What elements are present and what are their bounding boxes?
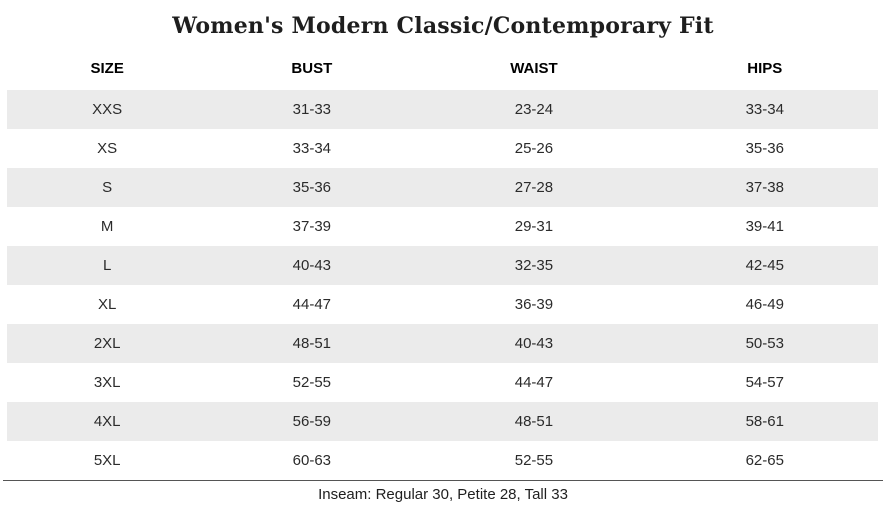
bust-cell: 48-51 (292, 335, 332, 352)
hips-cell: 50-53 (745, 335, 784, 352)
waist-cell: 40-43 (514, 335, 554, 352)
bust-cell: 56-59 (292, 413, 332, 430)
size-cell: L (102, 257, 112, 274)
column-header-waist: WAIST (510, 60, 558, 77)
table-row: 4XL 56-59 48-51 58-61 (7, 402, 878, 441)
hips-cell: 35-36 (745, 140, 784, 157)
size-cell: M (100, 218, 114, 235)
waist-cell: 36-39 (514, 296, 554, 313)
hips-cell: 37-38 (745, 179, 784, 196)
table-row: L 40-43 32-35 42-45 (7, 246, 878, 285)
size-cell: 3XL (93, 374, 121, 391)
table-row: XS 33-34 25-26 35-36 (7, 129, 878, 168)
bust-cell: 60-63 (292, 452, 332, 469)
waist-cell: 32-35 (514, 257, 554, 274)
table-body: XXS 31-33 23-24 33-34 XS 33-34 25-26 35-… (7, 90, 878, 480)
bust-cell: 44-47 (292, 296, 332, 313)
hips-cell: 62-65 (745, 452, 784, 469)
size-cell: 5XL (93, 452, 121, 469)
table-row: 2XL 48-51 40-43 50-53 (7, 324, 878, 363)
table-row: S 35-36 27-28 37-38 (7, 168, 878, 207)
size-cell: S (102, 179, 113, 196)
waist-cell: 44-47 (514, 374, 554, 391)
hips-cell: 33-34 (745, 101, 784, 118)
size-cell: 2XL (93, 335, 121, 352)
bust-cell: 31-33 (292, 101, 332, 118)
waist-cell: 48-51 (514, 413, 554, 430)
table-row: XXS 31-33 23-24 33-34 (7, 90, 878, 129)
header-row: SIZE BUST WAIST HIPS (7, 58, 878, 90)
size-cell: XL (97, 296, 117, 313)
hips-cell: 54-57 (745, 374, 784, 391)
size-cell: XXS (92, 101, 123, 118)
table-header: SIZE BUST WAIST HIPS (7, 58, 878, 90)
size-cell: 4XL (93, 413, 121, 430)
hips-cell: 46-49 (745, 296, 784, 313)
table-row: 3XL 52-55 44-47 54-57 (7, 363, 878, 402)
table-row: M 37-39 29-31 39-41 (7, 207, 878, 246)
waist-cell: 27-28 (514, 179, 554, 196)
hips-cell: 39-41 (745, 218, 784, 235)
table-row: 5XL 60-63 52-55 62-65 (7, 441, 878, 480)
size-chart-table: SIZE BUST WAIST HIPS XXS 31-33 23-24 33-… (7, 58, 878, 480)
column-header-size: SIZE (90, 60, 124, 77)
size-cell: XS (97, 140, 118, 157)
column-header-bust: BUST (291, 60, 333, 77)
bust-cell: 40-43 (292, 257, 332, 274)
bust-cell: 35-36 (292, 179, 332, 196)
waist-cell: 25-26 (514, 140, 554, 157)
bust-cell: 52-55 (292, 374, 332, 391)
hips-cell: 58-61 (745, 413, 784, 430)
page-title: Women's Modern Classic/Contemporary Fit (172, 13, 714, 39)
footer-divider (3, 480, 883, 481)
hips-cell: 42-45 (745, 257, 784, 274)
inseam-note: Inseam: Regular 30, Petite 28, Tall 33 (318, 486, 568, 503)
bust-cell: 37-39 (292, 218, 332, 235)
waist-cell: 23-24 (514, 101, 554, 118)
bust-cell: 33-34 (292, 140, 332, 157)
table-row: XL 44-47 36-39 46-49 (7, 285, 878, 324)
waist-cell: 29-31 (514, 218, 554, 235)
waist-cell: 52-55 (514, 452, 554, 469)
column-header-hips: HIPS (747, 60, 783, 77)
